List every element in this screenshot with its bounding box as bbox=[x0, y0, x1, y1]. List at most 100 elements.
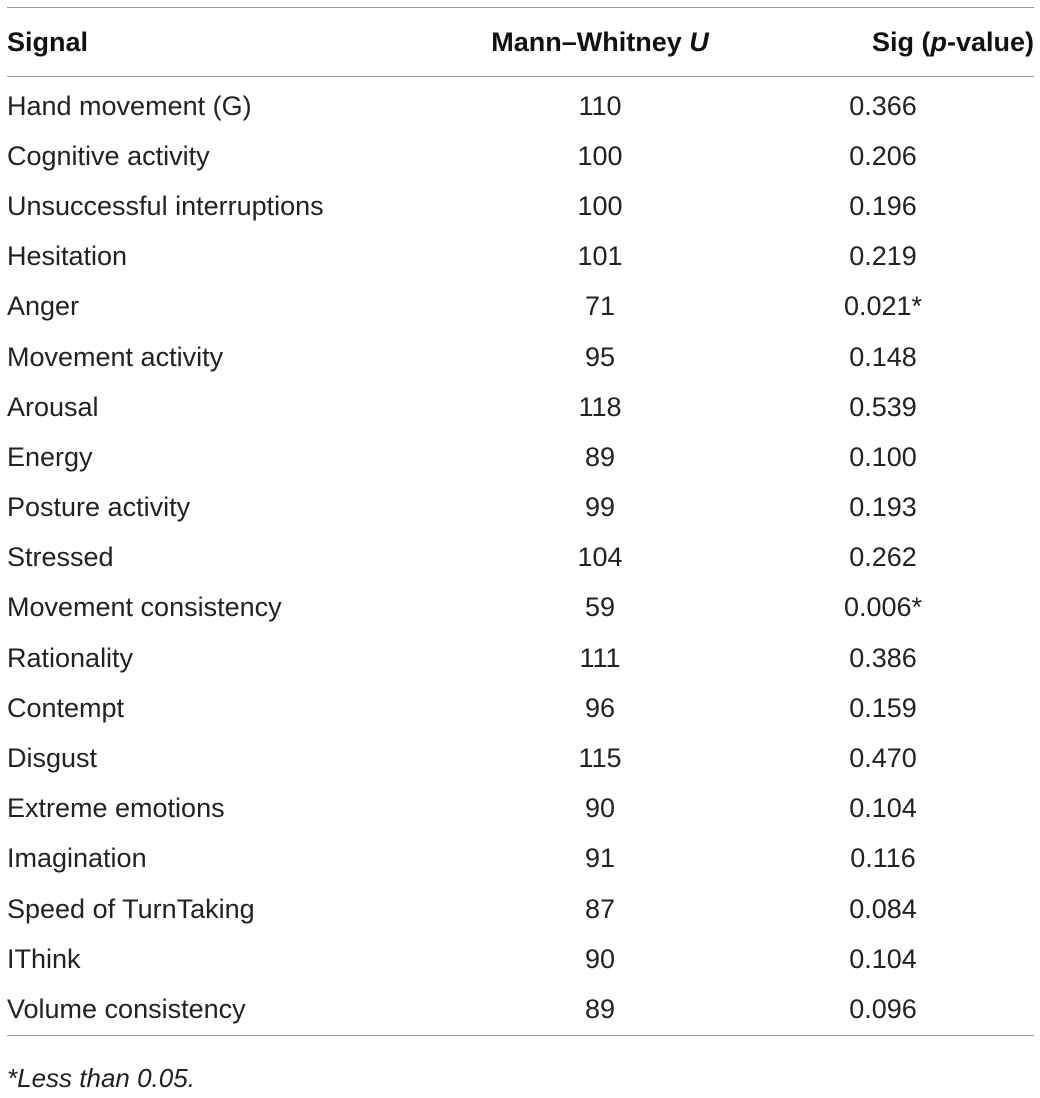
cell-p-value-container: 0.470 bbox=[743, 733, 1034, 783]
cell-mann-whitney-u: 99 bbox=[584, 492, 616, 523]
cell-signal: Extreme emotions bbox=[7, 793, 225, 824]
cell-p-value: 0.116 bbox=[850, 843, 916, 874]
cell-mann-whitney-u: 104 bbox=[577, 542, 623, 573]
table-body: Hand movement (G) 110 0.366 Cognitive activ… bbox=[7, 76, 1034, 1035]
table-footnote: *Less than 0.05. bbox=[7, 1063, 195, 1093]
header-u-italic: U bbox=[689, 26, 709, 57]
cell-p-value-container: 0.262 bbox=[743, 533, 1034, 583]
cell-p-value-container: 0.193 bbox=[743, 483, 1034, 533]
cell-p-value-container: 0.148 bbox=[743, 332, 1034, 382]
cell-signal: Anger bbox=[7, 291, 80, 322]
results-table-container: Signal Mann–Whitney U Sig (p-value) Hand… bbox=[7, 7, 1034, 1036]
cell-mann-whitney-u: 89 bbox=[584, 441, 616, 472]
cell-p-value: 0.262 bbox=[849, 542, 917, 573]
cell-signal: Arousal bbox=[7, 391, 99, 422]
cell-signal: Imagination bbox=[7, 843, 147, 874]
cell-p-value-container: 0.104 bbox=[743, 934, 1034, 984]
cell-signal: Speed of TurnTaking bbox=[7, 893, 255, 924]
cell-mann-whitney-u: 59 bbox=[584, 592, 616, 623]
table-row: IThink 90 0.104 bbox=[7, 934, 1034, 984]
cell-p-value-container: 0.006* bbox=[743, 583, 1034, 633]
cell-mann-whitney-u: 71 bbox=[584, 291, 616, 322]
cell-signal: Posture activity bbox=[7, 492, 191, 523]
cell-p-value: 0.159 bbox=[849, 692, 917, 723]
cell-p-value: 0.084 bbox=[849, 893, 917, 924]
cell-signal: Unsuccessful interruptions bbox=[7, 190, 324, 221]
table-header-row: Signal Mann–Whitney U Sig (p-value) bbox=[7, 8, 1034, 77]
header-separator-rule bbox=[7, 76, 1034, 77]
cell-p-value-container: 0.116 bbox=[743, 834, 1034, 884]
cell-p-value-container: 0.386 bbox=[743, 633, 1034, 683]
cell-p-value: 0.104 bbox=[849, 943, 917, 974]
cell-mann-whitney-u: 89 bbox=[584, 993, 616, 1024]
cell-signal: Volume consistency bbox=[7, 993, 246, 1024]
cell-mann-whitney-u: 100 bbox=[577, 140, 623, 171]
cell-p-value-container: 0.104 bbox=[743, 784, 1034, 834]
cell-signal: Stressed bbox=[7, 542, 114, 573]
cell-p-value: 0.104 bbox=[849, 793, 917, 824]
table-row: Movement consistency 59 0.006* bbox=[7, 583, 1034, 633]
cell-p-value-container: 0.539 bbox=[743, 382, 1034, 432]
table-top-rule bbox=[7, 7, 1034, 8]
header-p-prefix: Sig ( bbox=[871, 26, 931, 57]
table-row: Rationality 111 0.386 bbox=[7, 633, 1034, 683]
table-row: Arousal 118 0.539 bbox=[7, 382, 1034, 432]
cell-p-value: 0.193 bbox=[849, 492, 917, 523]
table-row: Anger 71 0.021* bbox=[7, 282, 1034, 332]
cell-p-value-container: 0.196 bbox=[743, 181, 1034, 231]
header-mann-whitney-u: Mann–Whitney U bbox=[457, 8, 743, 77]
cell-mann-whitney-u: 96 bbox=[584, 692, 616, 723]
table-row: Posture activity 99 0.193 bbox=[7, 483, 1034, 533]
cell-p-value-container: 0.159 bbox=[743, 683, 1034, 733]
table-row: Hesitation 101 0.219 bbox=[7, 232, 1034, 282]
table-row: Hand movement (G) 110 0.366 bbox=[7, 77, 1034, 131]
table-row: Volume consistency 89 0.096 bbox=[7, 984, 1034, 1034]
cell-mann-whitney-u: 95 bbox=[584, 341, 616, 372]
cell-mann-whitney-u: 100 bbox=[577, 190, 623, 221]
cell-p-value: 0.096 bbox=[849, 993, 917, 1024]
cell-signal: Disgust bbox=[7, 743, 98, 774]
table-row: Disgust 115 0.470 bbox=[7, 733, 1034, 783]
table-row: Movement activity 95 0.148 bbox=[7, 332, 1034, 382]
cell-signal: Movement consistency bbox=[7, 592, 282, 623]
cell-signal: Rationality bbox=[7, 642, 134, 673]
table-bottom-rule bbox=[7, 1034, 1034, 1036]
cell-p-value: 0.366 bbox=[849, 90, 917, 121]
cell-mann-whitney-u: 111 bbox=[579, 642, 621, 673]
cell-p-value-container: 0.084 bbox=[743, 884, 1034, 934]
cell-p-value-container: 0.100 bbox=[743, 432, 1034, 482]
cell-signal: Movement activity bbox=[7, 341, 224, 372]
cell-p-value: 0.386 bbox=[849, 642, 917, 673]
cell-p-value: 0.006* bbox=[843, 592, 923, 623]
table-row: Speed of TurnTaking 87 0.084 bbox=[7, 884, 1034, 934]
header-p-italic: p bbox=[930, 26, 947, 57]
table-row: Stressed 104 0.262 bbox=[7, 533, 1034, 583]
header-p-suffix: -value) bbox=[946, 26, 1034, 57]
header-signal: Signal bbox=[7, 26, 89, 57]
cell-signal: Energy bbox=[7, 441, 93, 472]
cell-signal: Cognitive activity bbox=[7, 140, 210, 171]
cell-signal: Hesitation bbox=[7, 241, 128, 272]
cell-p-value: 0.100 bbox=[849, 441, 917, 472]
cell-p-value: 0.021* bbox=[843, 291, 923, 322]
cell-p-value: 0.148 bbox=[849, 341, 917, 372]
cell-p-value: 0.539 bbox=[849, 391, 917, 422]
table-row: Imagination 91 0.116 bbox=[7, 834, 1034, 884]
table-row: Energy 89 0.100 bbox=[7, 432, 1034, 482]
cell-signal: Hand movement (G) bbox=[7, 90, 252, 121]
cell-mann-whitney-u: 101 bbox=[577, 241, 623, 272]
cell-p-value-container: 0.021* bbox=[743, 282, 1034, 332]
header-u-label: Mann–Whitney bbox=[491, 26, 690, 57]
cell-p-value-container: 0.096 bbox=[743, 984, 1034, 1034]
cell-mann-whitney-u: 115 bbox=[578, 743, 622, 774]
header-sig-p-value: Sig (p-value) bbox=[743, 8, 1034, 77]
cell-p-value: 0.219 bbox=[849, 241, 917, 272]
cell-mann-whitney-u: 118 bbox=[578, 391, 622, 422]
cell-p-value: 0.470 bbox=[849, 743, 917, 774]
table-row: Contempt 96 0.159 bbox=[7, 683, 1034, 733]
cell-p-value-container: 0.206 bbox=[743, 131, 1034, 181]
table-row: Cognitive activity 100 0.206 bbox=[7, 131, 1034, 181]
cell-p-value: 0.196 bbox=[849, 190, 917, 221]
cell-p-value-container: 0.366 bbox=[743, 77, 1034, 131]
cell-mann-whitney-u: 90 bbox=[584, 793, 616, 824]
